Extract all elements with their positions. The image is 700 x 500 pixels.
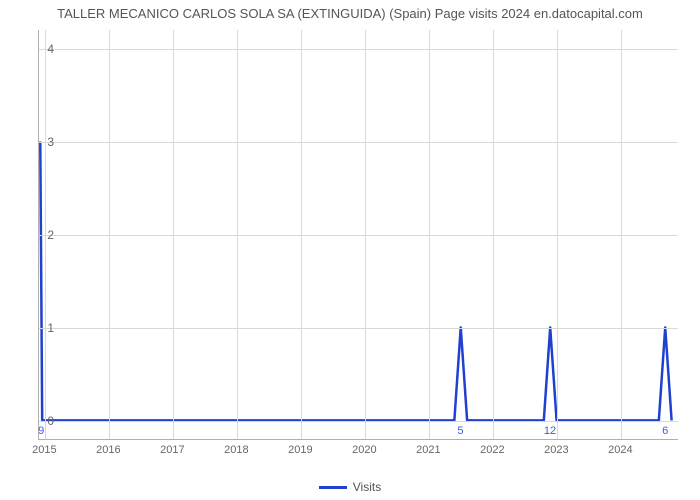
y-tick-label: 3 xyxy=(38,135,54,149)
legend-label: Visits xyxy=(353,480,381,494)
chart-container: TALLER MECANICO CARLOS SOLA SA (EXTINGUI… xyxy=(0,0,700,500)
x2-value-label: 5 xyxy=(457,425,463,437)
gridline-horizontal xyxy=(39,421,678,422)
x-tick-label: 2022 xyxy=(480,444,504,456)
x-tick-label: 2023 xyxy=(544,444,568,456)
x-tick-label: 2019 xyxy=(288,444,312,456)
x-tick-label: 2021 xyxy=(416,444,440,456)
x2-value-label: 9 xyxy=(38,425,44,437)
x-tick-label: 2024 xyxy=(608,444,632,456)
plot-area xyxy=(38,30,678,440)
x2-value-label: 6 xyxy=(662,425,668,437)
x-tick-label: 2017 xyxy=(160,444,184,456)
legend: Visits xyxy=(0,480,700,494)
x2-value-label: 12 xyxy=(544,425,556,437)
x-tick-label: 2018 xyxy=(224,444,248,456)
gridline-horizontal xyxy=(39,142,678,143)
y-tick-label: 2 xyxy=(38,228,54,242)
legend-swatch xyxy=(319,486,347,489)
y-tick-label: 1 xyxy=(38,321,54,335)
x-tick-label: 2015 xyxy=(32,444,56,456)
x-tick-label: 2016 xyxy=(96,444,120,456)
gridline-horizontal xyxy=(39,49,678,50)
gridline-horizontal xyxy=(39,235,678,236)
gridline-horizontal xyxy=(39,328,678,329)
chart-title: TALLER MECANICO CARLOS SOLA SA (EXTINGUI… xyxy=(0,0,700,26)
y-tick-label: 4 xyxy=(38,42,54,56)
x-tick-label: 2020 xyxy=(352,444,376,456)
